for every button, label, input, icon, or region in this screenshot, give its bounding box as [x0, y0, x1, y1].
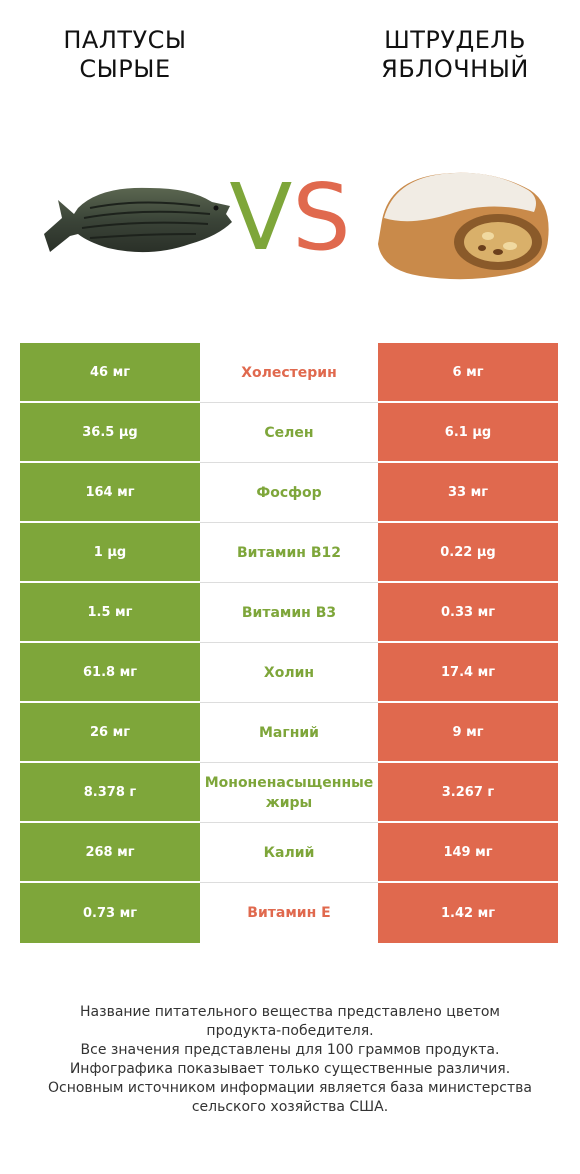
left-value: 164 мг [20, 463, 200, 521]
left-value: 61.8 мг [20, 643, 200, 701]
right-value: 0.33 мг [378, 583, 558, 641]
table-row: 0.73 мг Витамин E 1.42 мг [20, 883, 558, 943]
nutrient-name: Витамин B12 [200, 523, 378, 583]
table-row: 1.5 мг Витамин B3 0.33 мг [20, 583, 558, 643]
left-value: 1.5 мг [20, 583, 200, 641]
right-value: 0.22 µg [378, 523, 558, 581]
footer-line-4: Инфографика показывает только существенн… [69, 1061, 511, 1077]
right-value: 33 мг [378, 463, 558, 521]
nutrient-name-text: Витамин E [247, 905, 331, 921]
nutrient-name: Мононенасыщенные жиры [200, 763, 378, 823]
left-value: 26 мг [20, 703, 200, 761]
vs-label: VS [220, 168, 360, 268]
right-title-line1: ШТРУДЕЛЬ [384, 26, 526, 54]
left-title-line2: СЫРЫЕ [79, 55, 171, 83]
left-title-line1: ПАЛТУСЫ [63, 26, 187, 54]
right-value: 3.267 г [378, 763, 558, 821]
table-row: 268 мг Калий 149 мг [20, 823, 558, 883]
apple-strudel-image [378, 172, 549, 280]
right-title-line2: ЯБЛОЧНЫЙ [381, 55, 529, 83]
nutrient-name-text: Холестерин [241, 364, 337, 381]
nutrient-name-text: Витамин B3 [241, 604, 337, 621]
nutrient-name-text: Мононенасыщенные жиры [204, 774, 374, 811]
left-value: 36.5 µg [20, 403, 200, 461]
footer-line-6: сельского хозяйства США. [191, 1099, 389, 1115]
nutrient-name: Калий [200, 823, 378, 883]
right-value: 17.4 мг [378, 643, 558, 701]
footer-notes: Название питательного вещества представл… [20, 1003, 560, 1117]
table-row: 1 µg Витамин B12 0.22 µg [20, 523, 558, 583]
footer-line-5: Основным источником информации является … [48, 1080, 532, 1096]
nutrient-name-text: Витамин B12 [237, 544, 341, 561]
nutrient-name: Холестерин [200, 343, 378, 403]
table-row: 26 мг Магний 9 мг [20, 703, 558, 763]
left-value: 0.73 мг [20, 883, 200, 943]
left-value: 8.378 г [20, 763, 200, 821]
nutrient-name: Фосфор [200, 463, 378, 523]
right-value: 9 мг [378, 703, 558, 761]
table-row: 164 мг Фосфор 33 мг [20, 463, 558, 523]
right-value: 149 мг [378, 823, 558, 881]
table-row: 46 мг Холестерин 6 мг [20, 343, 558, 403]
halibut-fish-image [44, 187, 232, 253]
nutrient-name: Витамин E [200, 883, 378, 943]
right-product-title: ШТРУДЕЛЬ ЯБЛОЧНЫЙ [340, 26, 570, 84]
vs-letter-s: S [292, 164, 351, 271]
table-row: 8.378 г Мононенасыщенные жиры 3.267 г [20, 763, 558, 823]
nutrient-name: Магний [200, 703, 378, 763]
nutrient-name: Холин [200, 643, 378, 703]
vs-letter-v: V [229, 164, 293, 271]
nutrient-name-text: Фосфор [256, 484, 322, 501]
left-value: 268 мг [20, 823, 200, 881]
table-row: 61.8 мг Холин 17.4 мг [20, 643, 558, 703]
footer-line-1: Название питательного вещества представл… [80, 1004, 500, 1020]
nutrient-name-text: Магний [259, 724, 319, 741]
nutrient-name: Селен [200, 403, 378, 463]
right-value: 1.42 мг [378, 883, 558, 943]
nutrient-name-text: Калий [263, 844, 315, 861]
footer-line-2: продукта-победителя. [206, 1023, 374, 1039]
left-value: 46 мг [20, 343, 200, 401]
nutrient-name-text: Селен [264, 424, 314, 441]
footer-line-3: Все значения представлены для 100 граммо… [80, 1042, 500, 1058]
left-product-title: ПАЛТУСЫ СЫРЫЕ [10, 26, 240, 84]
nutrient-name: Витамин B3 [200, 583, 378, 643]
right-value: 6 мг [378, 343, 558, 401]
table-row: 36.5 µg Селен 6.1 µg [20, 403, 558, 463]
comparison-table: 46 мг Холестерин 6 мг 36.5 µg Селен 6.1 µg 164… [20, 343, 558, 943]
nutrient-name-text: Холин [263, 664, 315, 681]
left-value: 1 µg [20, 523, 200, 581]
right-value: 6.1 µg [378, 403, 558, 461]
